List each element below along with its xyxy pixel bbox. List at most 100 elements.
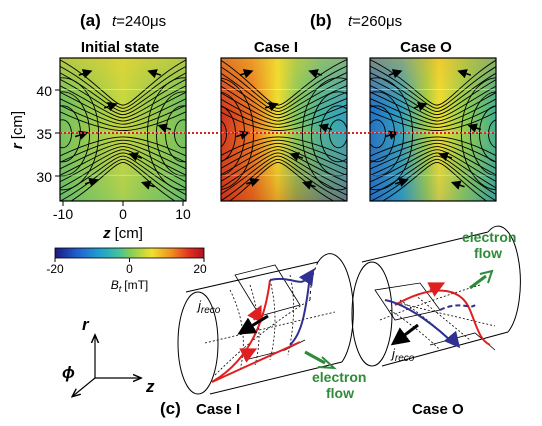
flow-arrow xyxy=(388,69,403,79)
field-line xyxy=(60,72,186,112)
panel-a-label: (a) xyxy=(80,11,101,30)
coordinate-axes: r ϕ z xyxy=(62,315,155,396)
coord-z-label: z xyxy=(145,377,155,396)
flow-arrow xyxy=(438,152,453,162)
j-reco-label-left: jreco xyxy=(196,298,221,316)
schematic-case-i: jreco electron flow xyxy=(177,253,366,401)
field-line xyxy=(70,162,176,201)
field-line xyxy=(228,162,335,201)
field-line xyxy=(221,72,347,112)
field-line xyxy=(60,119,72,149)
flow-arrow xyxy=(239,69,254,79)
y-axis: 40 35 30 r[cm] xyxy=(9,83,60,185)
flow-arrow xyxy=(318,123,333,133)
flow-arrow xyxy=(84,177,99,187)
x-axis-label: z [cm] xyxy=(102,225,143,242)
field-line xyxy=(370,136,496,157)
colorbar-tick-label: 20 xyxy=(193,262,207,276)
colorbar-gradient xyxy=(54,247,205,259)
field-line xyxy=(370,110,496,132)
y-axis-label: r[cm] xyxy=(9,111,26,149)
flow-arrow xyxy=(467,123,482,133)
x-tick-label: 0 xyxy=(119,206,127,222)
field-line xyxy=(60,155,186,196)
field-line xyxy=(370,91,404,177)
flow-arrow xyxy=(128,152,143,162)
colorbar-tick-label: -20 xyxy=(46,262,64,276)
field-line xyxy=(60,136,186,157)
field-line xyxy=(60,65,186,109)
panel-a-time: t=240μs xyxy=(112,13,166,30)
panel-initial-state xyxy=(59,57,187,202)
coord-phi-label: ϕ xyxy=(62,363,75,382)
field-line xyxy=(302,77,347,191)
electron-flow-label-right-2: flow xyxy=(474,245,502,261)
panel-case-i xyxy=(220,57,348,202)
field-line xyxy=(370,85,496,119)
field-line xyxy=(60,152,186,189)
field-line xyxy=(147,77,186,191)
flow-arrow xyxy=(78,69,93,79)
field-line xyxy=(221,142,347,170)
colorbar: -20 0 20 Bt [mT] xyxy=(46,247,207,294)
x-tick-label: 10 xyxy=(175,206,191,222)
y-tick-label: 35 xyxy=(36,126,52,142)
panel-c-label: (c) xyxy=(160,399,181,418)
flow-arrow xyxy=(384,130,399,140)
field-line xyxy=(370,155,496,196)
field-line xyxy=(60,91,186,122)
field-line xyxy=(221,139,347,164)
colorbar-label: Bt [mT] xyxy=(111,278,149,294)
flow-arrow xyxy=(157,123,172,133)
field-line xyxy=(221,97,347,125)
y-tick-label: 30 xyxy=(36,169,52,185)
field-line xyxy=(370,158,496,201)
field-lines-initial xyxy=(60,59,186,201)
flow-arrow xyxy=(413,102,428,112)
field-line xyxy=(221,91,347,122)
flow-arrow xyxy=(457,69,472,79)
panel-b-label: (b) xyxy=(310,11,332,30)
flow-arrow xyxy=(103,102,118,112)
field-line xyxy=(60,85,186,119)
flow-arrow xyxy=(308,69,323,79)
electron-flow-label-right: electron xyxy=(462,229,516,245)
field-line xyxy=(370,65,496,109)
case-i-schematic-label: Case I xyxy=(196,401,240,418)
panel-b-time: t=260μs xyxy=(348,13,402,30)
flow-arrow xyxy=(147,69,162,79)
panel-case-o xyxy=(369,57,497,202)
field-line xyxy=(221,136,347,157)
field-line xyxy=(479,105,496,163)
field-line xyxy=(311,91,347,177)
field-line xyxy=(60,158,186,201)
field-line xyxy=(174,119,186,149)
flow-arrow xyxy=(140,180,155,190)
field-line xyxy=(221,146,347,177)
flow-arrow xyxy=(450,180,465,190)
field-line xyxy=(370,139,496,164)
flow-arrow xyxy=(74,130,89,140)
flow-arrow xyxy=(394,177,409,187)
field-line xyxy=(370,149,496,183)
flow-arrow xyxy=(301,180,316,190)
electron-flow-label-left: electron xyxy=(312,369,366,385)
x-axis: -10 0 10 z [cm] xyxy=(53,201,191,242)
field-line xyxy=(60,77,99,191)
field-line xyxy=(370,72,496,112)
field-line xyxy=(60,98,186,125)
electron-flow-label-left-2: flow xyxy=(326,385,354,401)
field-line xyxy=(60,111,186,132)
colorbar-tick-label: 0 xyxy=(126,262,133,276)
field-line xyxy=(60,104,186,128)
field-line xyxy=(60,139,186,163)
field-line xyxy=(221,104,347,128)
field-line xyxy=(221,84,347,119)
y-tick-label: 40 xyxy=(36,83,52,99)
flow-arrow xyxy=(289,152,304,162)
field-line xyxy=(221,152,347,190)
field-line xyxy=(60,146,186,176)
field-line xyxy=(370,78,496,116)
case-o-schematic-label: Case O xyxy=(412,401,464,418)
field-line xyxy=(221,158,347,201)
